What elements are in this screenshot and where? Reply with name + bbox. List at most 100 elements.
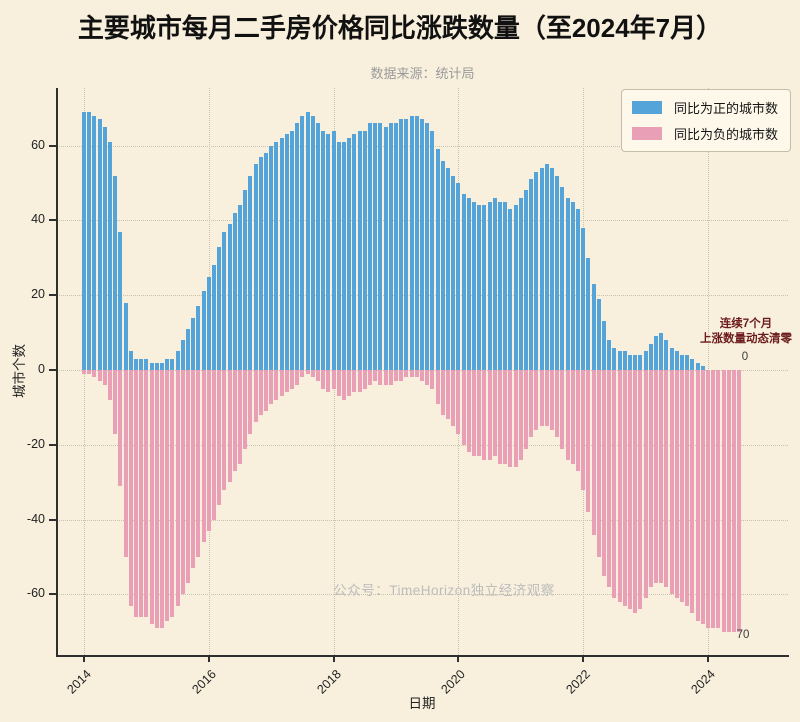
bar-positive <box>326 134 331 370</box>
bar-positive <box>336 141 341 370</box>
x-tick <box>207 656 210 662</box>
bar-positive <box>560 186 565 370</box>
bar-positive <box>321 130 326 370</box>
legend-item-negative: 同比为负的城市数 <box>632 124 778 143</box>
bar-negative <box>737 370 742 632</box>
x-tick <box>83 656 85 662</box>
bar-negative <box>274 370 279 400</box>
bar-negative <box>529 370 534 438</box>
y-axis-title: 城市个数 <box>12 344 27 398</box>
bar-negative <box>555 370 560 438</box>
bar-positive <box>419 119 425 370</box>
bar-negative <box>102 370 107 385</box>
bar-positive <box>653 336 659 370</box>
bar-negative <box>107 370 113 400</box>
bar-negative <box>596 370 601 557</box>
bar-positive <box>185 328 191 370</box>
plot-area: 60 40 20 0 -20 -40 -60 2014 2016 2018 2020 2022 2024… <box>12 88 792 711</box>
bar-negative <box>305 370 310 374</box>
bar-negative <box>534 370 539 430</box>
bar-positive <box>679 355 685 370</box>
bar-positive <box>575 209 581 370</box>
bar-positive <box>159 362 165 370</box>
bar-negative <box>185 370 191 584</box>
bar-negative <box>123 370 128 557</box>
y-tick <box>49 369 56 371</box>
watermark: 公众号：TimeHorizon独立经济观察 <box>333 583 555 598</box>
x-tick <box>707 656 709 662</box>
bar-positive <box>97 119 102 370</box>
bar-negative <box>118 370 123 486</box>
bar-positive <box>435 149 440 370</box>
legend-label-positive: 同比为正的城市数 <box>674 101 779 116</box>
bar-positive <box>263 153 269 370</box>
bar-negative <box>430 370 435 389</box>
bar-negative <box>726 370 731 632</box>
bar-positive <box>518 197 523 370</box>
bar-positive <box>378 123 383 370</box>
bar-positive <box>487 201 492 370</box>
legend-item-positive: 同比为正的城市数 <box>632 98 778 117</box>
bar-positive <box>217 246 222 370</box>
x-tick-label: 2016 <box>189 667 219 697</box>
bar-negative <box>622 370 627 606</box>
bar-positive <box>362 130 367 370</box>
bar-negative <box>617 370 622 602</box>
bar-negative <box>315 370 321 382</box>
bar-positive <box>477 205 482 370</box>
bar-negative <box>326 370 331 393</box>
bar-positive <box>367 123 373 370</box>
bar-negative <box>300 370 305 378</box>
bar-negative <box>227 370 232 483</box>
chart-title: 主要城市每月二手房价格同比涨跌数量（至2024年7月） <box>77 13 723 43</box>
bar-positive <box>425 123 430 370</box>
bar-positive <box>622 351 627 370</box>
bar-positive <box>139 358 144 370</box>
grid-line-horizontal <box>57 519 788 521</box>
bar-positive <box>144 358 149 370</box>
bar-positive <box>352 134 357 370</box>
bar-positive <box>191 317 196 370</box>
bar-positive <box>284 134 289 370</box>
bar-negative <box>591 370 596 535</box>
bar-positive <box>133 358 139 370</box>
legend: 同比为正的城市数 同比为负的城市数 <box>621 89 792 152</box>
bar-negative <box>362 370 367 389</box>
bar-positive <box>154 362 159 370</box>
bar-positive <box>581 227 586 370</box>
bar-negative <box>149 370 154 625</box>
bar-positive <box>274 141 279 370</box>
bar-positive <box>659 332 664 370</box>
bar-negative <box>690 370 695 614</box>
bar-positive <box>565 197 570 370</box>
bar-positive <box>393 123 399 370</box>
bar-negative <box>570 370 575 464</box>
bar-positive <box>243 190 248 370</box>
bar-positive <box>414 115 419 370</box>
grid-line-horizontal <box>57 594 788 596</box>
bar-positive <box>471 201 477 370</box>
y-tick <box>49 518 56 521</box>
bar-negative <box>341 370 347 400</box>
bar-positive <box>508 209 513 370</box>
bar-positive <box>248 175 253 370</box>
annotation-value-seventy: 70 <box>736 629 750 641</box>
bar-negative <box>253 370 258 423</box>
bar-positive <box>149 362 154 370</box>
bar-positive <box>279 138 284 370</box>
bar-negative <box>503 370 508 464</box>
bar-positive <box>492 197 497 370</box>
annotation-text: 连续7个月 上涨数量动态清零 <box>684 317 800 347</box>
bar-negative <box>92 370 97 378</box>
bar-negative <box>601 370 607 576</box>
bar-positive <box>201 291 206 370</box>
bar-positive <box>617 351 622 370</box>
bar-positive <box>607 340 612 370</box>
bar-positive <box>497 201 503 370</box>
bar-negative <box>435 370 440 404</box>
bar-negative <box>237 370 243 464</box>
bar-negative <box>518 370 523 460</box>
bar-negative <box>232 370 237 471</box>
bar-negative <box>700 370 705 625</box>
y-tick-label: 20 <box>31 287 45 302</box>
